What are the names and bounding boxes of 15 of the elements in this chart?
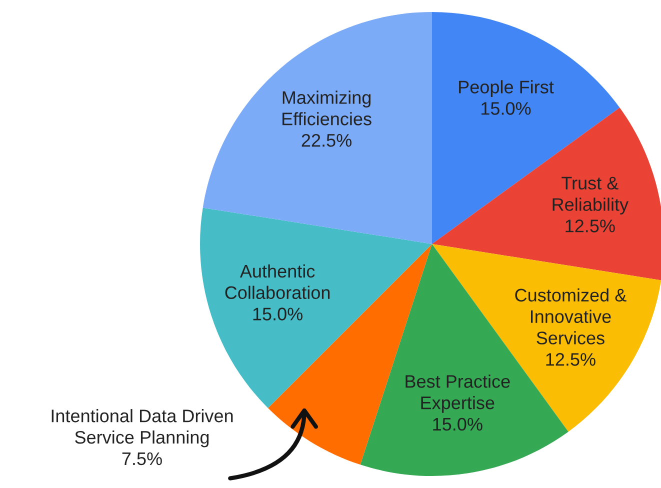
- pie-slice: [202, 12, 432, 244]
- slice-label: Best Practice Expertise: [406, 374, 510, 413]
- slice-label: Trust & Reliability: [552, 176, 629, 215]
- slice-label: Maximizing Efficiencies: [282, 90, 372, 126]
- data-label: 15.0%: [482, 102, 531, 115]
- data-label: 12.5%: [566, 220, 615, 232]
- slice-label: Authentic Collaboration: [225, 264, 330, 300]
- data-label: 15.0%: [433, 418, 482, 431]
- data-label: 7.5%: [122, 452, 162, 466]
- data-label: 15.0%: [253, 308, 303, 320]
- slice-label: People First: [459, 80, 554, 98]
- data-label: 22.5%: [302, 134, 352, 147]
- data-label: 12.5%: [546, 353, 596, 366]
- slice-label: Customized & Innovative Services: [515, 288, 626, 344]
- slice-label: Intentional Data Driven Service Planning: [52, 409, 233, 448]
